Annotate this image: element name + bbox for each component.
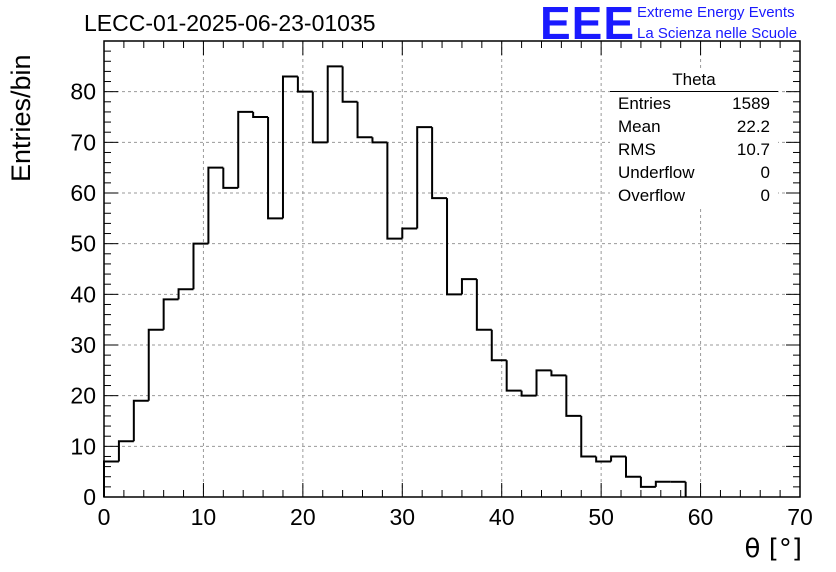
histogram-bin [311, 91, 328, 144]
stats-box: Theta Entries 1589 Mean 22.2 RMS 10.7 Un… [610, 70, 778, 207]
y-tick-label: 80 [70, 79, 96, 105]
stats-label: Entries [618, 94, 671, 113]
stats-row-mean: Mean 22.2 [610, 115, 778, 138]
y-tick-label: 60 [70, 180, 96, 206]
stats-label: RMS [618, 140, 656, 159]
histogram-bin [386, 142, 403, 240]
histogram-bin [610, 455, 626, 462]
y-tick-label: 30 [70, 332, 96, 358]
stats-value: 0 [760, 186, 770, 205]
x-axis-label: θ [°] [744, 534, 802, 564]
eee-logo: EEE [540, 0, 636, 49]
y-axis-label-box: Entries/bin [2, 54, 42, 212]
stats-row-rms: RMS 10.7 [610, 138, 778, 161]
histogram-bin [550, 370, 567, 377]
histogram-bin [147, 328, 164, 401]
histogram-bin [356, 101, 373, 139]
histogram-bin [460, 278, 477, 295]
histogram-bin [192, 242, 209, 290]
y-tick-label: 10 [70, 433, 96, 459]
histogram-bin [296, 76, 313, 93]
histogram-bin [654, 480, 671, 487]
histogram-bin [341, 66, 358, 103]
logo-line-1: Extreme Energy Events [637, 4, 795, 21]
histogram-bin [625, 456, 641, 478]
y-tick-label: 50 [70, 231, 96, 257]
stats-value: 1589 [732, 94, 770, 113]
histogram-bin [222, 167, 239, 189]
histogram-bin [520, 390, 537, 397]
histogram-bin [237, 110, 254, 188]
x-tick-label: 30 [389, 504, 415, 530]
x-tick-label: 70 [787, 504, 813, 530]
histogram-bin [505, 360, 522, 392]
histogram-bin [475, 279, 492, 331]
y-tick-label: 20 [70, 383, 96, 409]
histogram-bin [281, 75, 298, 219]
histogram-bin [639, 476, 656, 488]
x-tick-label: 60 [688, 504, 714, 530]
histogram-bin [580, 415, 597, 458]
x-tick-label: 20 [290, 504, 316, 530]
histogram-bin [267, 117, 283, 220]
logo-line-2: La Scienza nelle Scuole [637, 25, 798, 42]
chart-title: LECC-01-2025-06-23-01035 [84, 10, 376, 36]
histogram-bin [252, 111, 269, 118]
y-tick-label: 70 [70, 129, 96, 155]
histogram-bin [401, 227, 418, 239]
y-tick-label: 0 [83, 484, 96, 510]
x-tick-label: 0 [98, 504, 111, 530]
y-axis-label: Entries/bin [6, 54, 36, 182]
stats-row-underflow: Underflow 0 [610, 161, 778, 184]
histogram-bin [416, 126, 433, 229]
stats-label: Overflow [618, 186, 686, 205]
histogram-bin [177, 288, 194, 300]
histogram-bin [490, 329, 507, 362]
histogram-bin [446, 198, 462, 296]
histogram-bin [535, 369, 552, 396]
histogram-bin [132, 399, 149, 442]
stats-label: Mean [618, 117, 661, 136]
stats-value: 0 [760, 163, 770, 182]
histogram-bin [207, 166, 224, 244]
plot-frame [103, 40, 801, 498]
stats-row-entries: Entries 1589 [610, 92, 778, 115]
histogram-bin [431, 127, 448, 200]
histogram-bin [371, 137, 388, 144]
histogram-bin [326, 65, 343, 143]
y-tick-label: 40 [70, 281, 96, 307]
histogram-bin [595, 456, 612, 463]
x-tick-label: 50 [588, 504, 614, 530]
stats-value: 22.2 [736, 117, 770, 136]
histogram-bin [565, 375, 582, 417]
stats-title: Theta [610, 70, 778, 92]
histogram-bin [117, 440, 134, 462]
stats-row-overflow: Overflow 0 [610, 184, 778, 207]
x-tick-label: 10 [191, 504, 217, 530]
histogram-bin [162, 298, 179, 330]
stats-value: 10.7 [736, 140, 770, 159]
stats-label: Underflow [618, 163, 695, 182]
x-tick-label: 40 [489, 504, 515, 530]
